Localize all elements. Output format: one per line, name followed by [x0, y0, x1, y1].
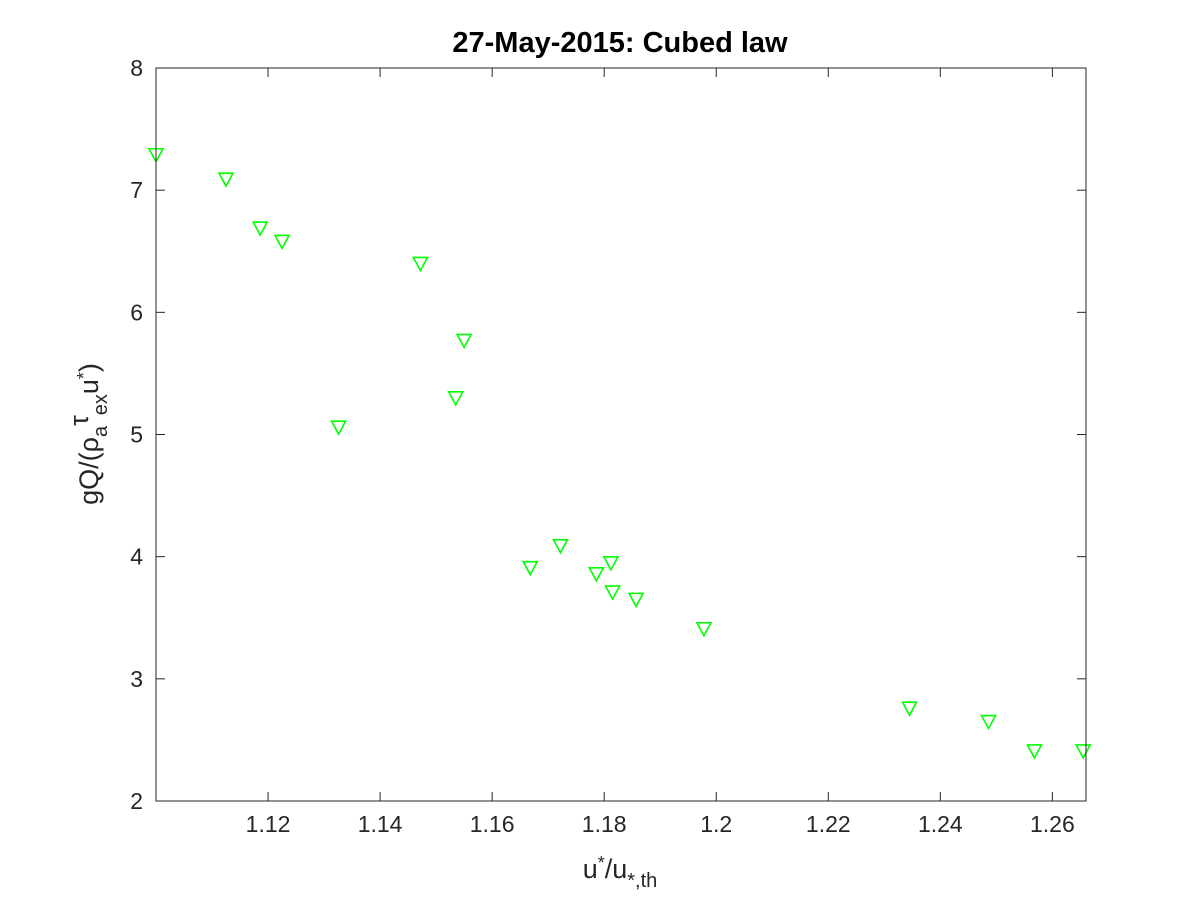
data-point — [455, 333, 473, 350]
y-tick-label: 6 — [130, 299, 143, 325]
x-tick-label: 1.22 — [806, 811, 851, 837]
data-markers — [147, 147, 1092, 760]
y-label-u-sub: * — [74, 372, 94, 379]
data-point — [1026, 744, 1043, 760]
x-tick-label: 1.14 — [358, 811, 403, 837]
x-label-slash: /u — [605, 854, 628, 884]
x-tick-labels: 1.12 1.14 1.16 1.18 1.2 1.22 1.24 1.26 — [246, 811, 1075, 837]
y-label-tau: τ — [64, 415, 94, 426]
x-label-sub1: * — [598, 853, 605, 873]
y-label-tau-sub: ex — [90, 394, 112, 415]
data-point — [627, 592, 645, 609]
x-label-base: u — [583, 854, 598, 884]
data-point — [330, 420, 347, 436]
data-point — [980, 714, 997, 731]
y-label-rho: ρ — [74, 437, 104, 452]
plot-area — [156, 68, 1086, 801]
y-tick-label: 8 — [130, 55, 143, 81]
y-tick-label: 2 — [130, 788, 143, 814]
y-label-u: u — [74, 379, 104, 394]
data-point — [412, 256, 429, 273]
y-label-prefix: gQ/( — [74, 452, 104, 505]
x-axis-label: u*/u*,th — [583, 853, 658, 892]
data-point — [521, 560, 539, 577]
data-point — [217, 172, 235, 188]
axis-ticks — [156, 67, 1086, 802]
x-tick-label: 1.26 — [1030, 811, 1075, 837]
x-tick-label: 1.12 — [246, 811, 291, 837]
y-tick-label: 7 — [130, 177, 143, 203]
y-tick-label: 3 — [130, 666, 143, 692]
data-point — [588, 566, 605, 583]
data-point — [602, 555, 620, 572]
data-point — [1074, 744, 1092, 760]
y-label-suffix: ) — [74, 363, 104, 372]
y-tick-label: 5 — [130, 422, 143, 448]
x-tick-label: 1.24 — [918, 811, 963, 837]
x-tick-label: 1.2 — [700, 811, 732, 837]
data-point — [552, 538, 569, 555]
x-label-sub2: *,th — [627, 870, 657, 892]
data-point — [251, 221, 269, 237]
data-point — [447, 391, 465, 407]
data-point — [604, 585, 621, 601]
y-label-rho-sub: a — [90, 425, 112, 437]
x-tick-label: 1.16 — [470, 811, 515, 837]
chart-title: 27-May-2015: Cubed law — [452, 27, 788, 59]
y-tick-label: 4 — [130, 544, 143, 570]
y-axis-label: gQ/(ρaτexu*) — [64, 363, 112, 505]
data-point — [695, 621, 713, 638]
data-point — [901, 701, 918, 717]
data-point — [273, 234, 291, 251]
y-tick-labels: 2 3 4 5 6 7 8 — [130, 55, 143, 814]
x-tick-label: 1.18 — [582, 811, 627, 837]
plot-frame — [155, 67, 1087, 802]
